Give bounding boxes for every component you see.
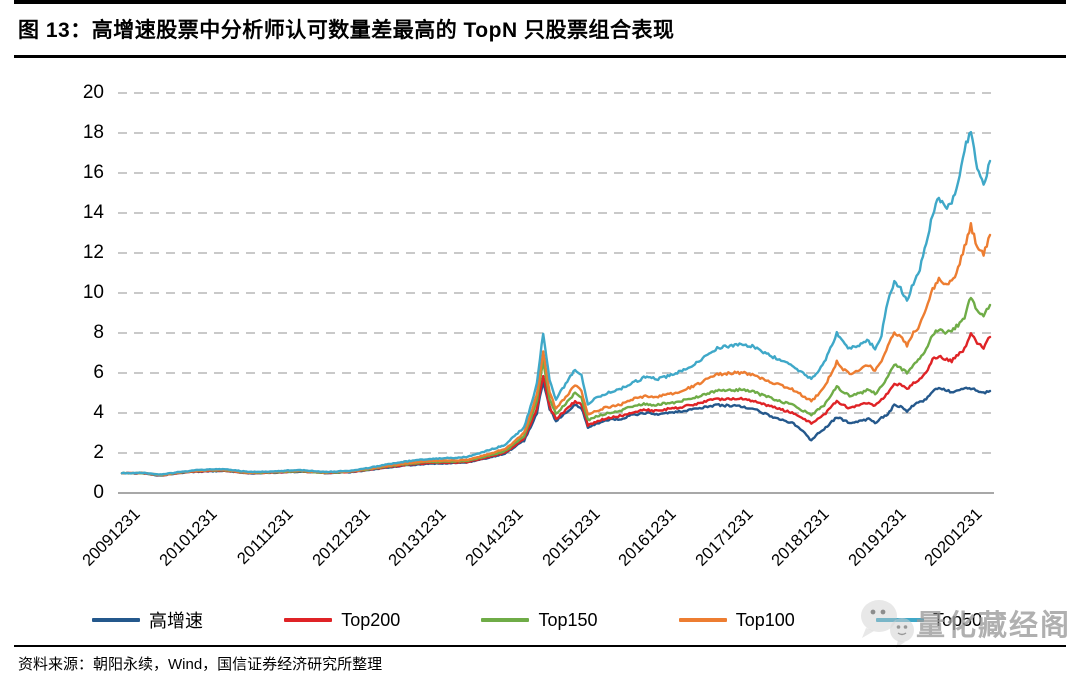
legend-line-icon [92,618,140,622]
source-divider-rule [14,645,1066,647]
y-tick-label-2: 2 [93,442,104,463]
watermark-text: 量化藏经阁 [916,608,1071,642]
y-tick-label-0: 0 [93,482,104,503]
figure-title: 图 13：高增速股票中分析师认可数量差最高的 TopN 只股票组合表现 [18,19,675,42]
y-tick-label-4: 4 [93,402,104,423]
legend-item-Top150: Top150 [481,609,598,631]
y-tick-label-8: 8 [93,322,104,343]
y-tick-label-12: 12 [82,242,104,263]
legend-label: 高增速 [149,611,203,631]
y-tick-label-18: 18 [82,122,104,143]
series-line-Top150 [120,296,992,477]
legend-item-Top100: Top100 [678,609,795,631]
chart-canvas [118,92,994,494]
y-tick-label-14: 14 [82,202,104,223]
chart-legend: 高增速 Top200 Top150 Top100 Top50 [92,607,982,633]
legend-label: Top100 [735,609,795,630]
legend-label: Top50 [932,609,982,630]
y-tick-label-6: 6 [93,362,104,383]
watermark: 量化藏经阁 [861,600,1071,648]
legend-label: Top200 [341,609,401,630]
top-border-rule [14,0,1066,4]
legend-label: Top150 [538,609,598,630]
wechat-bubbles-icon [861,600,914,648]
title-divider-rule [14,55,1066,58]
line-chart: 0 2 4 6 8 10 12 14 16 18 20 20091231 20101231 201112… [0,60,1080,605]
legend-line-icon [284,618,333,622]
legend-line-icon [678,618,727,622]
y-tick-label-10: 10 [82,282,104,303]
series-line-Top100 [120,221,992,477]
series-line-高增速 [120,379,992,477]
source-note: 资料来源：朝阳永续，Wind，国信证券经济研究所整理 [18,656,383,673]
y-tick-label-20: 20 [82,82,104,103]
y-tick-label-16: 16 [82,162,104,183]
legend-item-高增速: 高增速 [92,607,203,633]
series-line-Top50 [120,130,992,476]
legend-item-Top200: Top200 [284,610,400,631]
legend-line-icon [481,618,530,622]
